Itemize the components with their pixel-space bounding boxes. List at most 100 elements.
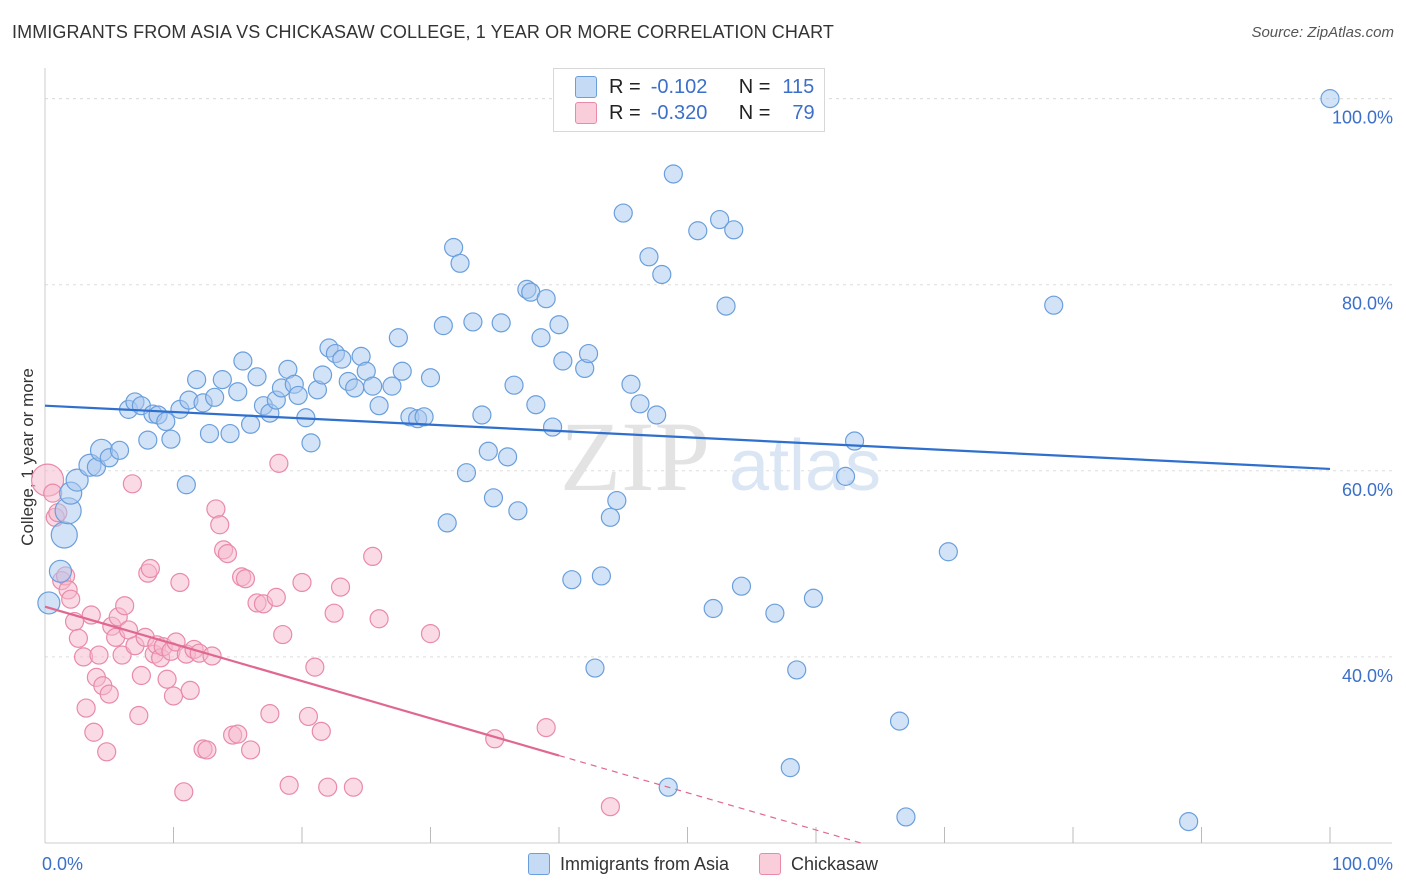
asia-point: [780, 758, 800, 778]
legend-swatch-asia: [575, 76, 597, 98]
x-tick-label: 100.0%: [1332, 854, 1393, 874]
chickasaw-point: [343, 777, 363, 797]
asia-point: [483, 488, 504, 508]
legend-item-chickasaw: Chickasaw: [759, 853, 878, 875]
chickasaw-point: [210, 515, 230, 535]
asia-point: [220, 423, 240, 444]
chickasaw-points: [30, 453, 621, 817]
asia-point: [600, 507, 621, 527]
legend-n-value: 79: [792, 101, 815, 124]
asia-point: [542, 417, 563, 437]
chickasaw-point: [330, 577, 351, 597]
asia-point: [199, 423, 220, 444]
asia-point: [630, 394, 650, 414]
asia-point: [591, 566, 612, 586]
chickasaw-point: [97, 742, 117, 762]
asia-point: [716, 296, 736, 316]
asia-point: [938, 542, 958, 562]
asia-point: [663, 164, 683, 184]
y-tick-label: 60.0%: [1342, 480, 1393, 500]
asia-point: [212, 370, 232, 390]
chickasaw-point: [600, 797, 621, 817]
asia-point: [531, 328, 551, 348]
chickasaw-point: [84, 722, 104, 742]
legend-row-chickasaw: R = -0.320 N = 79: [554, 100, 815, 126]
asia-point: [241, 414, 261, 434]
asia-point: [731, 576, 752, 596]
asia-point: [433, 316, 453, 336]
asia-point: [288, 385, 308, 406]
asia-point: [526, 395, 546, 415]
legend-r-value: -0.102: [650, 75, 708, 98]
asia-point: [392, 361, 412, 381]
asia-point: [50, 521, 78, 549]
asia-point: [647, 405, 667, 425]
asia-point: [508, 501, 528, 521]
asia-point: [228, 382, 248, 402]
chickasaw-point: [129, 705, 149, 726]
chickasaw-point: [61, 589, 81, 609]
legend-r-label: R =: [609, 101, 641, 124]
chickasaw-point: [157, 669, 177, 689]
asia-point: [1179, 811, 1199, 832]
asia-point: [332, 349, 352, 369]
asia-point: [65, 468, 89, 492]
y-tick-label: 40.0%: [1342, 666, 1393, 686]
legend-r-label: R =: [609, 75, 641, 98]
asia-point: [724, 220, 744, 240]
asia-point: [312, 365, 333, 385]
chickasaw-point: [318, 777, 338, 797]
chart-source: Source: ZipAtlas.com: [1251, 24, 1394, 41]
legend-swatch-asia: [527, 853, 550, 875]
asia-point: [233, 351, 253, 371]
asia-point: [803, 588, 824, 608]
chickasaw-point: [241, 740, 261, 760]
asia-trend-line: [44, 404, 1331, 471]
watermark: ZIP atlas: [560, 401, 881, 512]
legend-item-asia: Immigrants from Asia: [527, 853, 729, 875]
chickasaw-point: [305, 657, 325, 677]
asia-point: [504, 375, 524, 395]
asia-point: [109, 440, 130, 460]
asia-point: [176, 475, 196, 495]
chickasaw-point: [131, 665, 151, 686]
asia-point: [613, 203, 633, 223]
asia-point: [688, 221, 708, 241]
asia-point: [414, 407, 434, 427]
correlation-legend: R = -0.102 N = 115 R = -0.320 N = 79: [553, 68, 825, 132]
asia-point: [420, 368, 441, 388]
chickasaw-point: [122, 474, 142, 494]
chickasaw-point: [89, 645, 109, 665]
trend-lines: [44, 404, 1331, 844]
asia-point: [652, 264, 672, 285]
watermark-zip: ZIP: [560, 401, 710, 512]
legend-n-value: 115: [782, 75, 815, 98]
chickasaw-point: [76, 698, 96, 718]
asia-point: [138, 430, 158, 450]
chickasaw-point: [279, 775, 299, 795]
legend-n-label: N =: [738, 75, 771, 98]
asia-point: [491, 313, 511, 333]
asia-point: [247, 367, 267, 387]
asia-point: [607, 490, 627, 511]
immigrants-asia-points: [37, 89, 1340, 832]
chickasaw-point: [369, 609, 389, 629]
chickasaw-trend-line: [44, 605, 560, 757]
chickasaw-point: [235, 569, 256, 589]
asia-point: [463, 312, 483, 332]
asia-point: [889, 711, 910, 731]
x-tick-label: 0.0%: [42, 854, 83, 874]
y-tick-label: 80.0%: [1342, 294, 1393, 314]
asia-point: [835, 466, 856, 486]
asia-point: [456, 463, 477, 483]
asia-point: [787, 660, 807, 680]
asia-point: [578, 343, 599, 364]
asia-point: [1320, 89, 1340, 109]
asia-point: [156, 411, 176, 432]
chickasaw-point: [68, 628, 89, 648]
asia-point: [205, 387, 225, 407]
chickasaw-point: [174, 782, 194, 802]
chickasaw-point: [112, 645, 132, 665]
asia-point: [187, 370, 207, 390]
chart-title: IMMIGRANTS FROM ASIA VS CHICKASAW COLLEG…: [12, 22, 834, 42]
